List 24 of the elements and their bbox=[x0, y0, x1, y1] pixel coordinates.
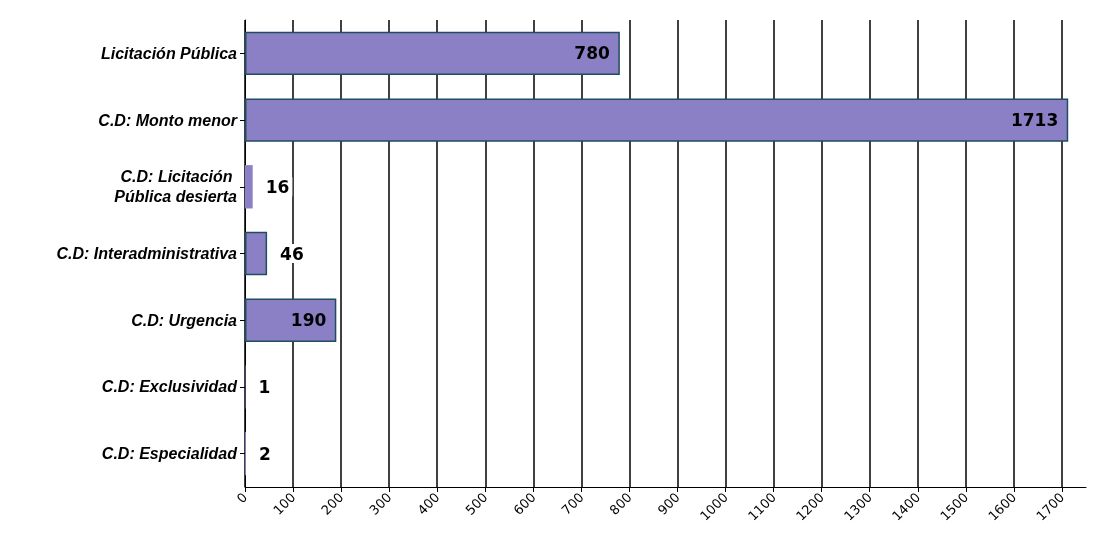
data-label: 2 bbox=[258, 443, 271, 464]
x-tick-label: 100 bbox=[270, 489, 299, 518]
y-tick-label: Licitación Pública bbox=[100, 44, 238, 62]
x-tick-label: 0 bbox=[233, 489, 251, 507]
y-tick-label: C.D: Urgencia bbox=[131, 311, 238, 329]
y-tick-label: C.D: Monto menor bbox=[98, 111, 238, 129]
x-tick-label: 300 bbox=[366, 489, 395, 518]
data-label: 1 bbox=[258, 376, 271, 397]
data-label: 780 bbox=[574, 43, 610, 64]
data-label: 16 bbox=[265, 176, 290, 197]
data-label: 190 bbox=[290, 310, 327, 331]
x-tick-label: 900 bbox=[654, 489, 683, 518]
data-label: 1713 bbox=[1010, 110, 1059, 131]
data-label: 46 bbox=[280, 243, 304, 264]
x-tick-label: 200 bbox=[318, 489, 347, 518]
x-tick-label: 600 bbox=[510, 489, 539, 518]
x-tick-label: 800 bbox=[606, 489, 635, 518]
x-tick-label: 700 bbox=[558, 489, 587, 518]
x-tick-label: 400 bbox=[414, 489, 443, 518]
y-tick-label: C.D: Exclusividad bbox=[101, 378, 239, 396]
y-tick-label: C.D: Especialidad bbox=[101, 445, 239, 463]
x-tick-label: 500 bbox=[462, 489, 491, 518]
y-tick-label: C.D: Interadministrativa bbox=[56, 245, 238, 262]
y-tick-label: C.D: Licitación Pública desierta bbox=[114, 168, 238, 206]
